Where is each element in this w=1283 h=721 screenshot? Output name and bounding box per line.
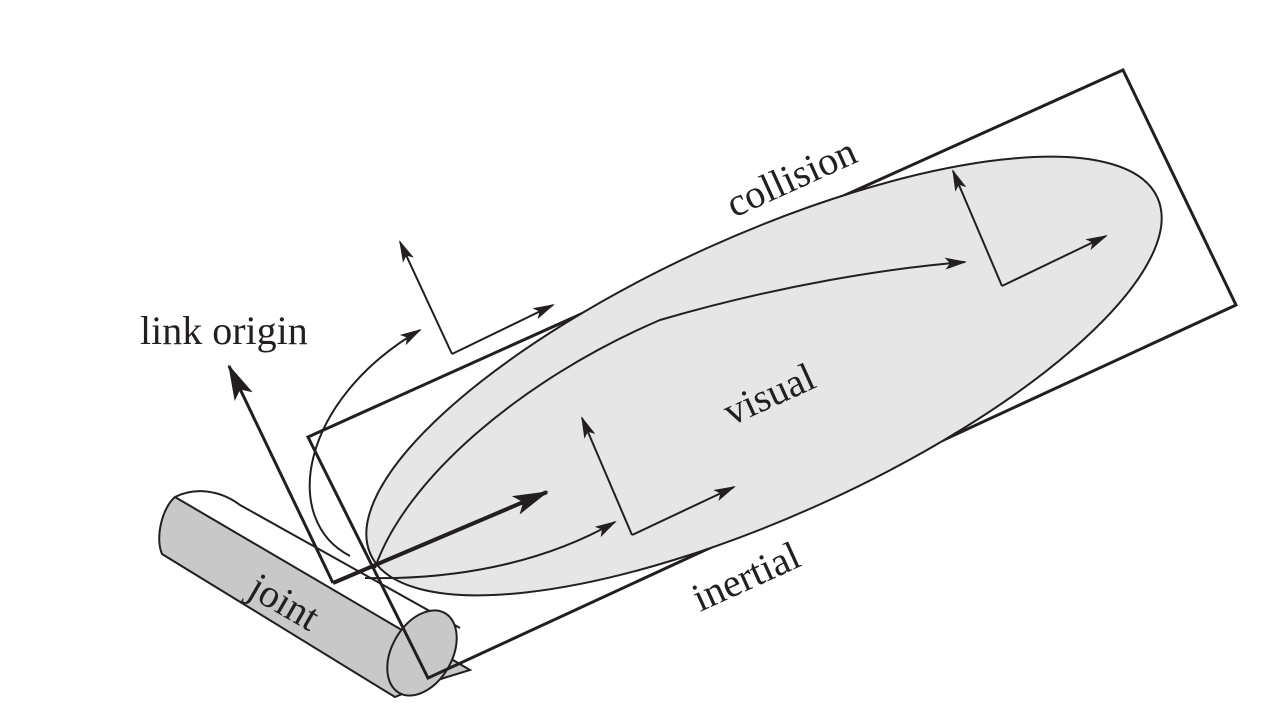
visual-frame (581, 416, 736, 536)
collision-transform-arrow (308, 328, 422, 557)
inertial-outline (374, 257, 967, 569)
inertial-frame (952, 169, 1108, 287)
link-origin-frame (227, 364, 549, 585)
link-origin-label: link origin (140, 308, 308, 353)
visual-transform-arrow (364, 521, 617, 580)
collision-frame (399, 240, 555, 355)
